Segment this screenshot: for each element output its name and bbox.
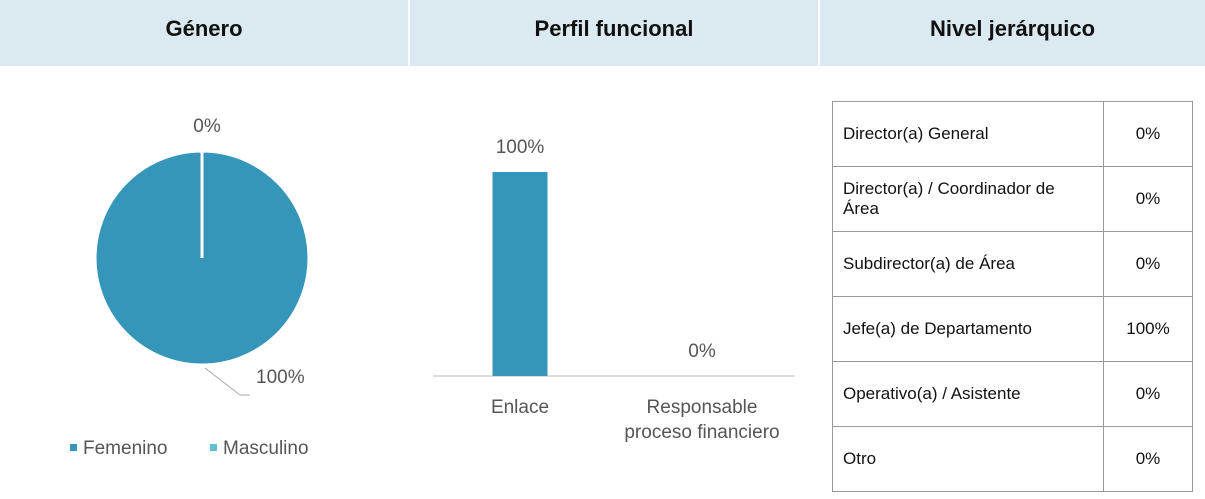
table-row: Subdirector(a) de Área 0% xyxy=(832,231,1193,297)
table-cell: 0% xyxy=(1103,361,1193,427)
table-cell: Operativo(a) / Asistente xyxy=(832,361,1104,427)
table-row: Jefe(a) de Departamento 100% xyxy=(832,296,1193,362)
table-cell: 0% xyxy=(1103,231,1193,297)
bar-chart: 100% 0% xyxy=(433,137,795,377)
header-title: Perfil funcional xyxy=(410,0,818,66)
data-label: 100% xyxy=(256,367,305,388)
header-title: Género xyxy=(0,0,408,66)
table-row: Operativo(a) / Asistente 0% xyxy=(832,361,1193,427)
table-cell: Subdirector(a) de Área xyxy=(832,231,1104,297)
table-row: Otro 0% xyxy=(832,426,1193,492)
leader-line xyxy=(204,367,250,396)
table-cell: 0% xyxy=(1103,166,1193,232)
pie-chart: 100% Femenino 0% Masculino xyxy=(70,116,311,459)
header-title: Nivel jerárquico xyxy=(820,0,1205,66)
bar xyxy=(492,172,548,376)
table-row: Director(a) / Coordinador de Área 0% xyxy=(832,166,1193,232)
table-cell: 100% xyxy=(1103,296,1193,362)
table-cell: Otro xyxy=(832,426,1104,492)
table-cell: 0% xyxy=(1103,426,1193,492)
legend-marker xyxy=(210,444,217,451)
legend-label: Masculino xyxy=(223,438,309,459)
legend-label: Femenino xyxy=(83,438,168,459)
table-cell: Director(a) General xyxy=(832,101,1104,167)
table: Director(a) General 0% Director(a) / Coord… xyxy=(832,101,1193,492)
table-row: Director(a) General 0% xyxy=(832,101,1193,167)
data-label: 0% xyxy=(193,116,221,137)
x-tick-label: Responsable proceso financiero xyxy=(624,397,780,443)
x-tick-label: Enlace xyxy=(490,397,550,418)
table-cell: 0% xyxy=(1103,101,1193,167)
table-cell: Director(a) / Coordinador de Área xyxy=(832,166,1104,232)
legend-marker xyxy=(70,444,77,451)
data-label: 0% xyxy=(688,341,716,362)
data-label: 100% xyxy=(496,137,545,158)
table-cell: Jefe(a) de Departamento xyxy=(832,296,1104,362)
